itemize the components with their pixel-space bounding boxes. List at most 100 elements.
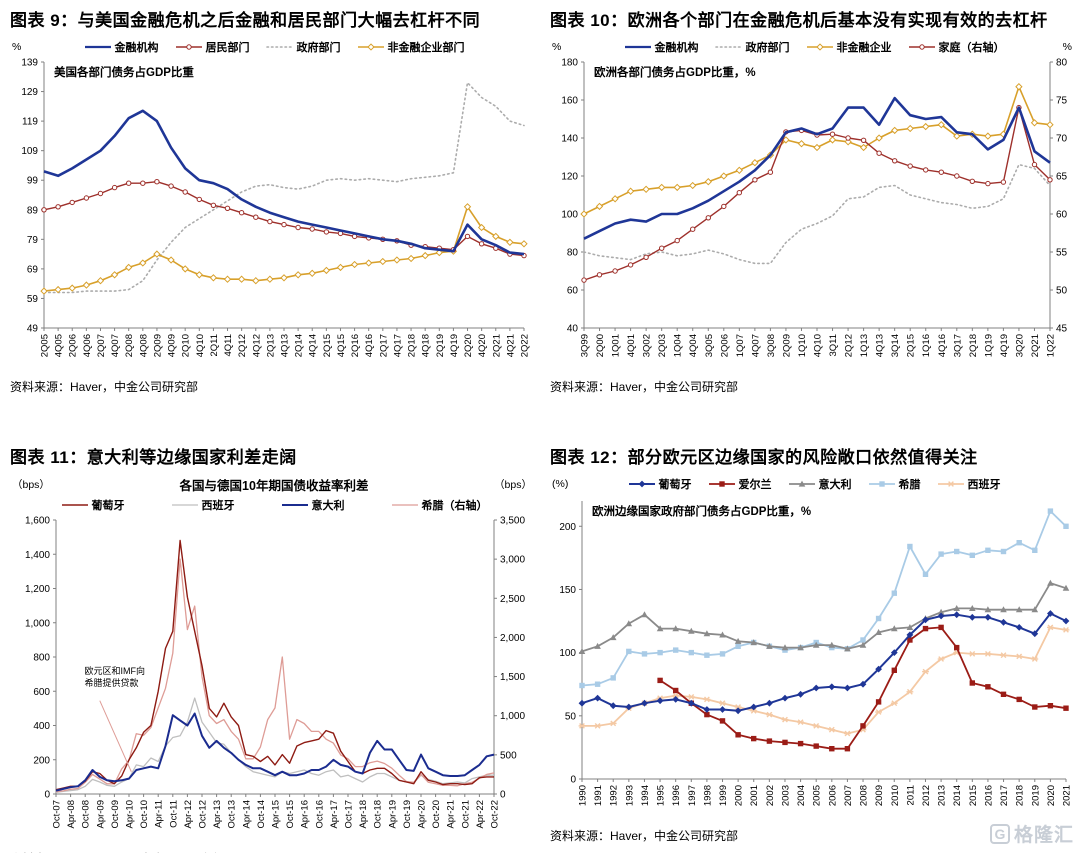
legend-item-figure-11-3: 希腊（右轴） <box>391 497 488 513</box>
legend-item-figure-11-1: 西班牙 <box>171 497 235 513</box>
svg-text:140: 140 <box>561 134 578 145</box>
svg-text:Apr-10: Apr-10 <box>125 800 136 829</box>
legend-label: 政府部门 <box>745 42 790 55</box>
svg-text:800: 800 <box>33 653 50 664</box>
svg-text:Oct-18: Oct-18 <box>373 800 384 829</box>
legend-label: 政府部门 <box>296 42 341 55</box>
svg-text:4Q07: 4Q07 <box>750 334 761 357</box>
svg-text:2Q22: 2Q22 <box>520 334 531 357</box>
svg-text:3Q02: 3Q02 <box>642 334 653 357</box>
legend-item-figure-9-2: 政府部门 <box>265 39 341 55</box>
legend-label: 希腊（右轴） <box>421 500 488 513</box>
svg-text:2011: 2011 <box>905 785 916 805</box>
legend-swatch-icon <box>788 480 815 487</box>
figure-12-source: 资料来源：Haver，中金公司研究部 <box>550 829 739 844</box>
legend-item-figure-9-3: 非金融企业部门 <box>357 39 465 55</box>
svg-text:Apr-12: Apr-12 <box>183 800 194 829</box>
legend-label: 非金融企业 <box>836 42 892 55</box>
svg-text:Oct-17: Oct-17 <box>344 800 355 829</box>
svg-text:Apr-22: Apr-22 <box>475 800 486 829</box>
svg-text:1998: 1998 <box>702 785 713 806</box>
svg-text:0: 0 <box>570 775 576 786</box>
svg-text:600: 600 <box>33 687 50 698</box>
svg-text:2010: 2010 <box>890 785 901 806</box>
svg-text:45: 45 <box>1056 324 1068 335</box>
svg-text:2Q03: 2Q03 <box>657 334 668 357</box>
svg-text:2Q08: 2Q08 <box>124 334 135 357</box>
svg-text:70: 70 <box>1056 134 1068 145</box>
figure-12-legend: 葡萄牙 爱尔兰 意大利 希腊 西班牙 <box>584 476 1044 492</box>
svg-text:79: 79 <box>27 235 39 246</box>
svg-text:欧元区和IMF向: 欧元区和IMF向 <box>84 665 145 676</box>
svg-text:2005: 2005 <box>812 785 823 806</box>
legend-label: 家庭（右轴） <box>938 42 1005 55</box>
svg-text:2013: 2013 <box>937 785 948 806</box>
svg-text:4Q20: 4Q20 <box>477 334 488 357</box>
legend-swatch-icon <box>806 43 833 52</box>
svg-text:2Q19: 2Q19 <box>435 334 446 357</box>
svg-text:Oct-16: Oct-16 <box>314 800 325 829</box>
legend-swatch-icon <box>61 504 88 507</box>
svg-text:2016: 2016 <box>983 785 994 806</box>
svg-text:2001: 2001 <box>749 785 760 806</box>
svg-text:2021: 2021 <box>1062 785 1073 806</box>
legend-item-figure-12-0: 葡萄牙 <box>628 476 692 492</box>
legend-item-figure-12-4: 西班牙 <box>937 476 1001 492</box>
svg-text:3Q14: 3Q14 <box>890 334 901 357</box>
legend-swatch-icon <box>175 44 202 51</box>
legend-swatch-icon <box>265 46 294 49</box>
legend-swatch-icon <box>171 504 198 506</box>
svg-text:4Q16: 4Q16 <box>937 334 948 357</box>
svg-text:Oct-07: Oct-07 <box>52 800 63 829</box>
svg-text:129: 129 <box>21 87 38 98</box>
svg-text:2,500: 2,500 <box>500 594 525 605</box>
legend-label: 葡萄牙 <box>658 479 692 492</box>
svg-text:4Q21: 4Q21 <box>505 334 516 357</box>
legend-label: 爱尔兰 <box>738 479 772 492</box>
svg-text:2Q15: 2Q15 <box>906 334 917 357</box>
svg-text:1Q01: 1Q01 <box>611 334 622 357</box>
figure-11-title: 图表 11：意大利等边缘国家利差走阔 <box>10 448 297 467</box>
svg-text:60: 60 <box>567 286 579 297</box>
legend-swatch-icon <box>357 43 384 52</box>
figure-11-left-axis-unit: （bps） <box>12 479 50 492</box>
legend-item-figure-9-0: 金融机构 <box>84 39 159 55</box>
svg-text:2017: 2017 <box>999 785 1010 806</box>
svg-text:3Q08: 3Q08 <box>766 334 777 357</box>
svg-text:119: 119 <box>22 117 38 128</box>
svg-text:Apr-15: Apr-15 <box>271 800 282 829</box>
figure-12-left-axis-unit: (%) <box>552 478 569 491</box>
svg-text:2Q12: 2Q12 <box>844 334 855 357</box>
svg-text:1994: 1994 <box>640 785 651 806</box>
svg-text:2Q07: 2Q07 <box>96 334 107 357</box>
svg-text:Apr-18: Apr-18 <box>358 800 369 829</box>
svg-text:50: 50 <box>565 712 577 723</box>
svg-text:Oct-20: Oct-20 <box>431 800 442 829</box>
svg-text:2018: 2018 <box>1015 785 1026 806</box>
svg-text:Apr-13: Apr-13 <box>212 800 223 829</box>
svg-text:2014: 2014 <box>952 785 963 806</box>
figure-12-legend-row: (%) 葡萄牙 爱尔兰 意大利 希腊 西班牙 <box>550 475 1078 493</box>
svg-text:2Q00: 2Q00 <box>595 334 606 357</box>
figure-11: 图表 11：意大利等边缘国家利差走阔 （bps） 各国与德国10年期国债收益率利… <box>0 437 540 853</box>
legend-swatch-icon <box>281 504 308 507</box>
svg-text:2002: 2002 <box>765 785 776 806</box>
svg-text:2012: 2012 <box>921 785 932 806</box>
svg-text:2009: 2009 <box>874 785 885 806</box>
svg-text:1995: 1995 <box>656 785 667 806</box>
svg-text:3,500: 3,500 <box>500 516 525 527</box>
svg-text:1,600: 1,600 <box>25 516 50 527</box>
svg-text:100: 100 <box>561 210 578 221</box>
svg-text:Oct-21: Oct-21 <box>460 800 471 829</box>
figure-9-legend-row: % 金融机构 居民部门 政府部门 非金融企业部门 <box>10 38 538 56</box>
svg-text:2Q09: 2Q09 <box>152 334 163 357</box>
legend-label: 意大利 <box>818 479 852 492</box>
svg-text:Apr-09: Apr-09 <box>95 800 106 829</box>
legend-label: 意大利 <box>311 500 345 513</box>
svg-text:Apr-11: Apr-11 <box>154 800 165 828</box>
svg-text:2Q13: 2Q13 <box>265 334 276 357</box>
figure-10-title: 图表 10：欧洲各个部门在金融危机后基本没有实现有效的去杠杆 <box>550 11 1048 30</box>
svg-text:1993: 1993 <box>624 785 635 806</box>
svg-text:4Q19: 4Q19 <box>999 334 1010 357</box>
svg-text:Apr-21: Apr-21 <box>446 800 457 829</box>
